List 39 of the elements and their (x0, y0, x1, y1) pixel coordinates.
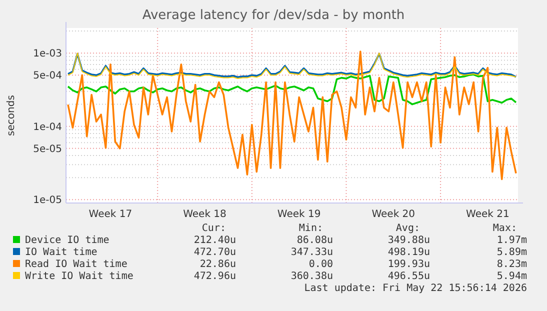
text: 0.00 (308, 259, 333, 270)
text: Min: (298, 223, 323, 234)
chart-title: Average latency for /dev/sda - by month (142, 8, 405, 23)
text: 86.08u (296, 235, 333, 246)
line-series (67, 50, 517, 180)
text: 347.33u (290, 247, 333, 258)
text: Cur: (202, 223, 226, 234)
text: 22.86u (200, 259, 236, 270)
x-tick-label: Week 17 (88, 209, 132, 220)
text: Avg: (396, 223, 420, 234)
text: 472.70u (194, 247, 236, 258)
legend-label: IO Wait time (25, 247, 98, 258)
legend-label: Device IO time (25, 235, 110, 246)
text: Max: (492, 223, 517, 234)
text: 349.88u (388, 235, 430, 246)
x-tick-label: Week 19 (277, 209, 321, 220)
text: 360.38u (290, 271, 333, 282)
y-tick-label: 5e-05 (33, 144, 62, 155)
text: 5.94m (496, 271, 527, 282)
text: 199.93u (388, 259, 430, 270)
line-series (67, 74, 517, 106)
text: 472.96u (194, 271, 236, 282)
y-axis-title: seconds (6, 95, 17, 136)
x-tick-label: Week 20 (372, 209, 416, 220)
y-tick-label: 5e-04 (33, 70, 62, 82)
text: 212.40u (194, 235, 236, 246)
text: 496.55u (388, 271, 430, 282)
legend-label: Read IO Wait time (25, 259, 128, 270)
legend-label: Write IO Wait time (25, 271, 134, 282)
y-tick-label: 1e-04 (33, 122, 62, 133)
text: 498.19u (388, 247, 430, 258)
text: 8.23m (496, 259, 527, 270)
text: Last update: Fri May 22 15:56:14 2026 (304, 283, 527, 294)
y-tick-label: 1e-05 (33, 195, 62, 206)
text: 5.89m (496, 247, 527, 258)
x-tick-label: Week 21 (466, 209, 510, 220)
text: 1.97m (496, 235, 527, 246)
y-tick-label: 1e-03 (33, 48, 62, 60)
x-tick-label: Week 18 (183, 209, 226, 220)
